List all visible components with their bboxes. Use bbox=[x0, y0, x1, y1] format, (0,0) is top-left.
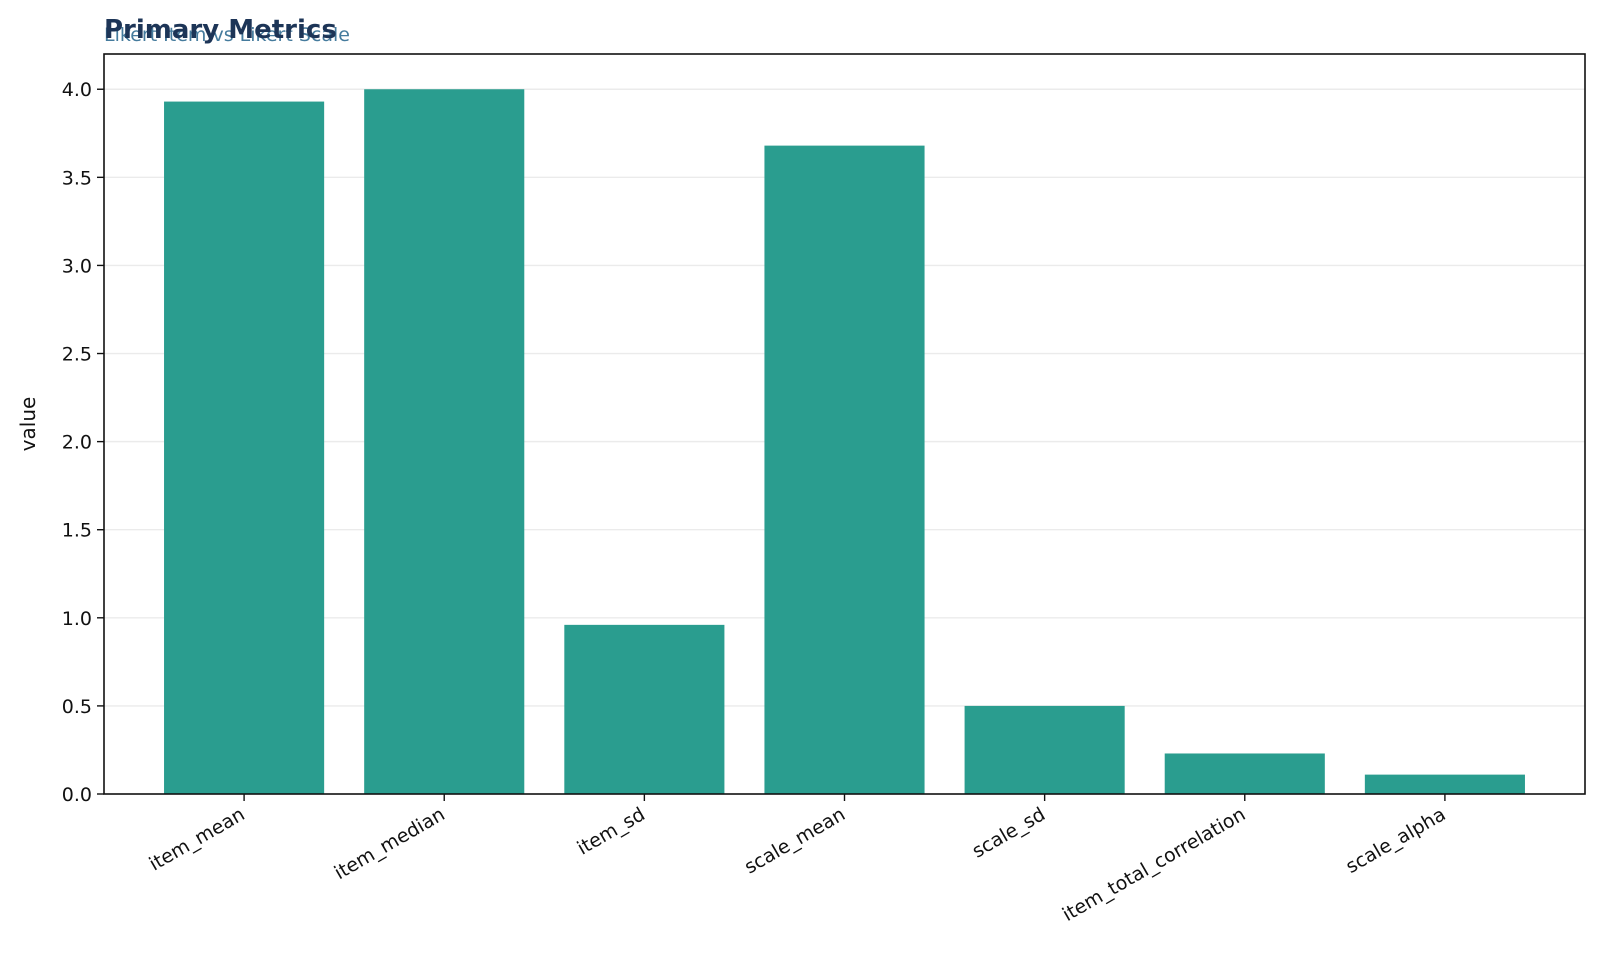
x-tick-label: item_mean bbox=[146, 803, 249, 875]
x-tick-label: scale_alpha bbox=[1342, 803, 1449, 878]
chart-subtitle: Likert Item vs Likert Scale bbox=[104, 24, 350, 46]
chart-title: Primary Metrics bbox=[104, 15, 337, 45]
y-tick-label: 3.0 bbox=[62, 255, 92, 277]
bar-item-median bbox=[364, 89, 525, 794]
bars bbox=[164, 89, 1525, 795]
x-axis-ticks: item_mean item_median item_sd scale_mean sca… bbox=[146, 794, 1449, 926]
y-axis-ticks: 0.0 0.5 1.0 1.5 2.0 2.5 3.0 3.5 4.0 bbox=[62, 79, 104, 806]
bar-scale-alpha bbox=[1364, 774, 1525, 794]
y-tick-label: 0.0 bbox=[62, 784, 92, 806]
x-tick-label: item_sd bbox=[573, 803, 648, 859]
x-tick-label: item_median bbox=[331, 803, 449, 884]
bar-item-total-correlation bbox=[1164, 753, 1325, 794]
y-tick-label: 2.0 bbox=[62, 432, 92, 454]
y-tick-label: 2.5 bbox=[62, 344, 92, 366]
x-tick-label: scale_sd bbox=[968, 803, 1049, 862]
y-tick-label: 1.5 bbox=[62, 520, 92, 542]
y-tick-label: 1.0 bbox=[62, 608, 92, 630]
x-tick-label: scale_mean bbox=[741, 803, 849, 878]
x-tick-label: item_total_correlation bbox=[1059, 803, 1250, 926]
bar-item-sd bbox=[564, 624, 725, 794]
bar-scale-mean bbox=[764, 145, 925, 795]
y-tick-label: 4.0 bbox=[62, 79, 92, 101]
bar-item-mean bbox=[164, 101, 325, 795]
y-axis-label: value bbox=[16, 397, 40, 452]
y-tick-label: 3.5 bbox=[62, 167, 92, 189]
bar-scale-sd bbox=[964, 705, 1125, 794]
y-tick-label: 0.5 bbox=[62, 696, 92, 718]
